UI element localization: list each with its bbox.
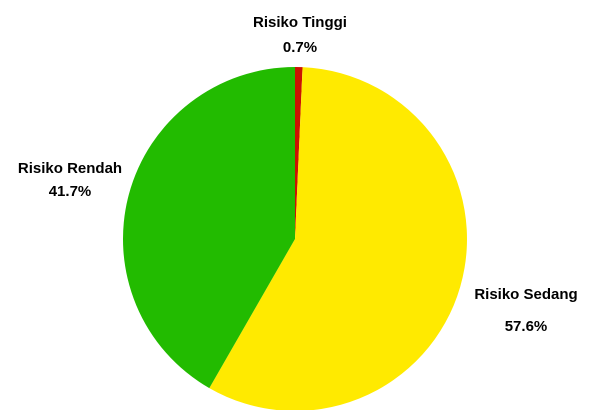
- slice-label-risiko-tinggi: Risiko Tinggi: [253, 14, 347, 31]
- slice-percent-risiko-tinggi: 0.7%: [283, 39, 317, 56]
- slice-label-risiko-sedang: Risiko Sedang: [474, 286, 577, 303]
- slice-percent-risiko-sedang: 57.6%: [505, 318, 548, 335]
- pie-slice-risiko-rendah: [122, 67, 296, 389]
- slice-percent-risiko-rendah: 41.7%: [49, 183, 92, 200]
- pie-slice-risiko-tinggi: [295, 67, 303, 239]
- pie-slice-risiko-sedang: [209, 67, 467, 410]
- slice-label-risiko-rendah: Risiko Rendah: [18, 160, 122, 177]
- pie-slices: [122, 67, 467, 410]
